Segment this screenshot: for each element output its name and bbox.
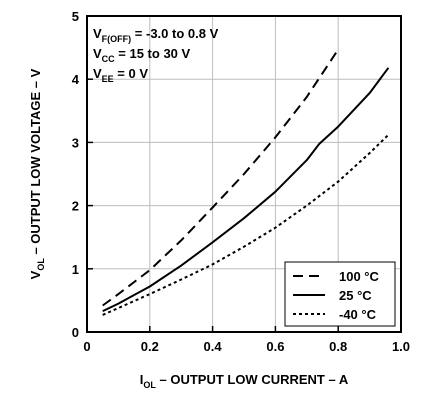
y-tick-label: 5 [72,9,79,24]
series-line-100C [102,48,340,307]
x-tick-label: 0 [83,339,90,354]
y-axis-label: VOL – OUTPUT LOW VOLTAGE – V [28,68,46,279]
series-group [102,48,390,316]
legend-label: -40 °C [339,307,377,322]
condition-annotation: VEE = 0 V [93,66,148,84]
legend-label: 25 °C [339,288,372,303]
y-tick-label: 3 [72,135,79,150]
x-axis-label: IOL – OUTPUT LOW CURRENT – A [140,372,349,390]
y-tick-label: 4 [72,72,80,87]
x-tick-label: 0.2 [141,339,159,354]
legend: 100 °C 25 °C -40 °C [284,261,396,327]
y-tick-label: 1 [72,262,79,277]
condition-annotation: VF(OFF) = -3.0 to 0.8 V [93,26,219,44]
series-line-25C [102,67,390,313]
annotations: VF(OFF) = -3.0 to 0.8 V VCC = 15 to 30 V V… [93,26,219,84]
x-tick-label: 0.4 [204,339,223,354]
y-tick-label: 2 [72,199,79,214]
series-line-minus40C [102,134,390,316]
plot-frame [86,15,402,333]
x-tick-label: 0.6 [266,339,284,354]
tick-labels: 0 0.2 0.4 0.6 0.8 1.0 0 1 2 3 4 5 [72,9,410,354]
legend-label: 100 °C [339,269,380,284]
axis-labels: IOL – OUTPUT LOW CURRENT – A VOL – OUTPUT… [28,68,349,390]
x-tick-label: 1.0 [392,339,410,354]
x-tick-label: 0.8 [329,339,347,354]
grid [87,16,401,332]
ticks [86,15,402,333]
condition-annotation: VCC = 15 to 30 V [93,46,191,64]
y-tick-label: 0 [72,325,79,340]
